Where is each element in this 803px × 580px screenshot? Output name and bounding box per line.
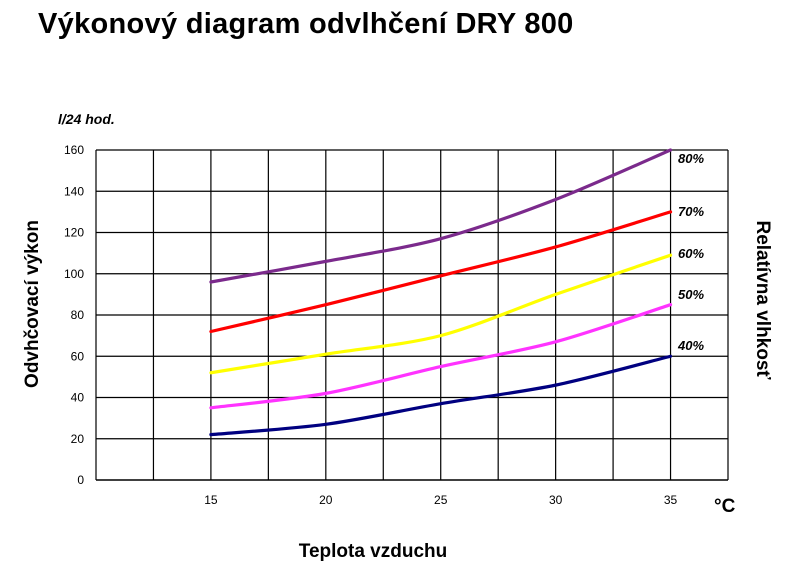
- series-line-70pct: [209, 210, 673, 334]
- series-line-40pct: [209, 354, 673, 437]
- series-line-50pct: [209, 303, 673, 410]
- x-axis-label: Teplota vzduchu: [299, 541, 447, 562]
- series-label-50pct: 50%: [678, 287, 704, 302]
- y-axis-ticks: 0 20 40 60 80 100 120 140 160: [64, 143, 84, 487]
- x-axis-ticks: 15 20 25 30 35: [204, 493, 677, 507]
- y-tick-label: 60: [71, 349, 85, 363]
- x-tick-label: 25: [434, 493, 448, 507]
- x-tick-label: 20: [319, 493, 333, 507]
- grid: [95, 149, 729, 481]
- series-label-40pct: 40%: [677, 338, 704, 353]
- y-tick-label: 120: [64, 226, 84, 240]
- x-tick-label: 15: [204, 493, 218, 507]
- series-label-60pct: 60%: [678, 246, 704, 261]
- y-tick-label: 80: [71, 308, 85, 322]
- series-labels: 80% 70% 60% 50% 40%: [677, 151, 704, 353]
- y-tick-label: 100: [64, 267, 84, 281]
- x-unit-label: °C: [714, 496, 736, 517]
- right-axis-label: Relatívna vlhkosť: [752, 220, 773, 380]
- y-axis-label: Odvhčovací výkon: [22, 220, 43, 388]
- series-line-80pct: [209, 148, 673, 284]
- y-unit-label: l/24 hod.: [58, 111, 115, 127]
- y-tick-label: 140: [64, 184, 84, 198]
- x-tick-label: 30: [549, 493, 563, 507]
- series-label-80pct: 80%: [678, 151, 704, 166]
- x-tick-label: 35: [664, 493, 678, 507]
- series-lines: [209, 148, 673, 437]
- y-tick-label: 40: [71, 391, 85, 405]
- y-tick-label: 0: [77, 473, 84, 487]
- y-tick-label: 160: [64, 143, 84, 157]
- series-label-70pct: 70%: [678, 204, 704, 219]
- y-tick-label: 20: [71, 432, 85, 446]
- chart-title: Výkonový diagram odvlhčení DRY 800: [38, 8, 574, 40]
- series-line-60pct: [209, 253, 673, 375]
